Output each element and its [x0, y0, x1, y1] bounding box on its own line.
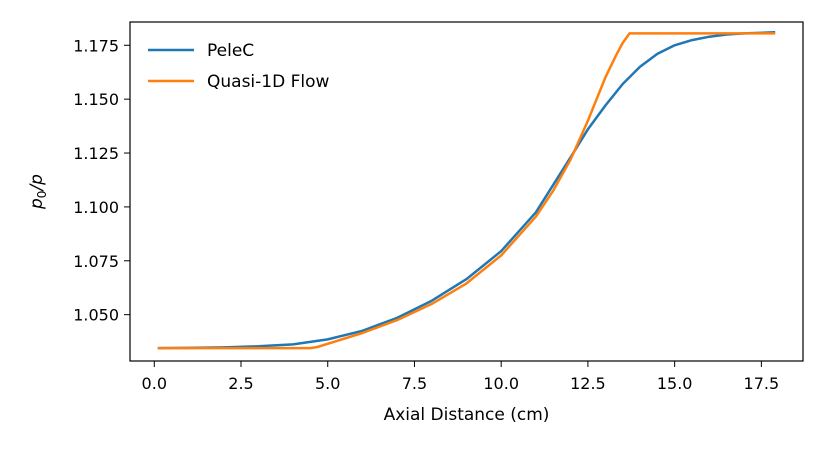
- x-tick-label: 17.5: [744, 374, 780, 393]
- x-tick-label: 5.0: [315, 374, 340, 393]
- y-tick-label: 1.125: [73, 144, 119, 163]
- y-axis-label-tail: /p: [27, 174, 47, 193]
- x-tick-label: 10.0: [483, 374, 519, 393]
- y-axis-label-main: p: [27, 198, 47, 210]
- y-tick-label: 1.175: [73, 36, 119, 55]
- y-axis-label-subscript: 0: [35, 191, 49, 199]
- x-tick-label: 0.0: [142, 374, 167, 393]
- x-tick-label: 12.5: [570, 374, 606, 393]
- plot-frame: [129, 21, 804, 362]
- x-tick-label: 7.5: [402, 374, 427, 393]
- series-line-pelec: [157, 31, 776, 350]
- legend-label-quasi-1d-flow: Quasi-1D Flow: [207, 72, 329, 92]
- y-tick-label: 1.075: [73, 252, 119, 271]
- legend-label-pelec: PeleC: [207, 41, 254, 61]
- y-tick-label: 1.050: [73, 306, 119, 325]
- x-axis: 0.0 2.5 5.0 7.5 10.0 12.5 15.0 17.5: [142, 361, 780, 393]
- y-axis: 1.050 1.075 1.100 1.125 1.150 1.175: [73, 36, 130, 325]
- y-tick-label: 1.100: [73, 198, 119, 217]
- x-axis-label: Axial Distance (cm): [384, 405, 550, 425]
- legend: PeleC Quasi-1D Flow: [148, 41, 329, 92]
- x-tick-label: 2.5: [228, 374, 253, 393]
- x-tick-label: 15.0: [657, 374, 693, 393]
- y-axis-label: p0/p: [27, 174, 49, 210]
- y-tick-label: 1.150: [73, 90, 119, 109]
- series-line-quasi-1d-flow: [157, 32, 776, 350]
- plot-lines: [157, 31, 776, 350]
